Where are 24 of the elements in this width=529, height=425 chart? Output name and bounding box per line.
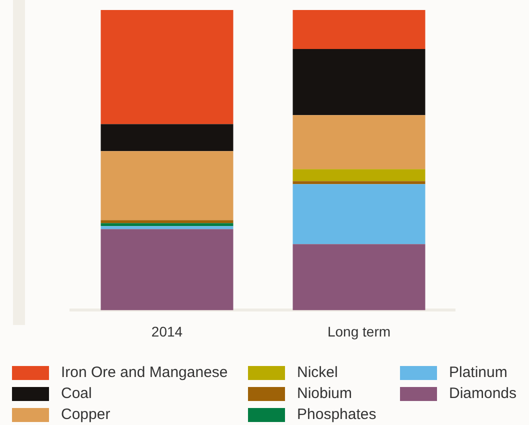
legend-label: Iron Ore and Manganese bbox=[61, 364, 228, 381]
bar bbox=[292, 184, 426, 244]
bar bbox=[292, 244, 426, 310]
bar bbox=[100, 124, 234, 152]
bar bbox=[100, 220, 234, 224]
bar bbox=[292, 115, 426, 170]
bar bbox=[100, 151, 234, 220]
legend-label: Diamonds bbox=[449, 385, 517, 402]
legend-label: Phosphates bbox=[297, 406, 376, 423]
bar bbox=[100, 226, 234, 230]
bar bbox=[292, 10, 426, 50]
bar bbox=[100, 223, 234, 226]
legend-label: Nickel bbox=[297, 364, 338, 381]
legend-label: Copper bbox=[61, 406, 110, 423]
legend-label: Niobium bbox=[297, 385, 352, 402]
bar bbox=[292, 169, 426, 182]
x-tick-label: Long term bbox=[327, 323, 391, 340]
legend-label: Coal bbox=[61, 385, 92, 402]
bar bbox=[100, 10, 234, 124]
x-tick-label: 2014 bbox=[151, 323, 183, 340]
bar bbox=[292, 49, 426, 116]
bar bbox=[100, 229, 234, 310]
legend-label: Platinum bbox=[449, 364, 508, 381]
bar bbox=[292, 181, 426, 184]
